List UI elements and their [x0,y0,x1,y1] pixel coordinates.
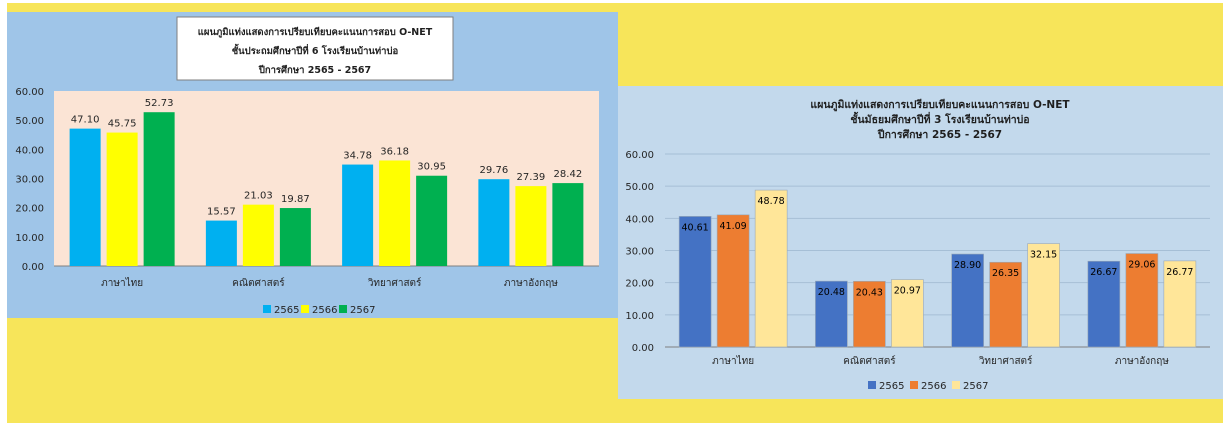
data-label: 20.48 [818,287,845,298]
data-label: 19.87 [281,194,310,205]
legend-label: 2567 [350,305,375,316]
y-tick-label: 20.00 [15,204,44,215]
y-tick-label: 20.00 [625,279,654,290]
data-label: 48.78 [758,196,785,207]
chart-grade9: แผนภูมิแท่งแสดงการเปรียบเทียบคะแนนการสอบ… [625,98,1210,392]
data-label: 26.35 [992,268,1019,279]
legend-label: 2566 [921,381,946,392]
chart-title-line: ชั้นมัธยมศึกษาปีที่ 3 โรงเรียนบ้านท่าบ่อ [850,111,1029,126]
chart-title-line: ชั้นประถมศึกษาปีที่ 6 โรงเรียนบ้านท่าบ่อ [232,43,399,57]
data-label: 21.03 [244,191,273,202]
data-label: 26.77 [1166,267,1193,278]
chart-grade6: แผนภูมิแท่งแสดงการเปรียบเทียบคะแนนการสอบ… [15,16,599,316]
data-label: 27.39 [517,172,546,183]
data-label: 20.43 [856,287,883,298]
legend-label: 2567 [963,381,988,392]
bar-2566 [379,160,411,266]
bar-2566 [515,186,547,266]
y-tick-label: 60.00 [15,87,44,98]
bar-2565 [478,179,510,266]
chart-title-line: แผนภูมิแท่งแสดงการเปรียบเทียบคะแนนการสอบ… [810,98,1070,112]
legend-swatch-2565 [263,305,271,313]
chart-title-line: ปีการศึกษา 2565 - 2567 [877,128,1003,141]
bar-2566 [106,132,138,266]
legend-label: 2565 [274,305,299,316]
y-tick-label: 30.00 [625,247,654,258]
y-tick-label: 50.00 [625,182,654,193]
data-label: 15.57 [207,207,236,218]
bar-2565 [69,128,101,266]
bar-2565 [205,220,237,266]
data-label: 29.76 [480,165,509,176]
data-label: 26.67 [1090,267,1117,278]
bar-2567 [279,208,311,266]
y-tick-label: 40.00 [15,145,44,156]
bar-2566 [242,204,274,266]
bar-2567 [1027,243,1060,348]
bar-2566 [853,280,886,348]
y-tick-label: 30.00 [15,175,44,186]
data-label: 47.10 [71,115,100,126]
bar-2566 [716,214,750,348]
legend-label: 2566 [312,305,337,316]
y-tick-label: 60.00 [625,150,654,161]
legend-label: 2565 [879,381,904,392]
y-tick-label: 10.00 [15,233,44,244]
x-tick-label: คณิตศาสตร์ [232,277,285,289]
bar-2567 [1163,260,1197,348]
bar-2565 [342,164,374,266]
bar-2565 [815,280,848,348]
bar-2567 [416,175,448,266]
legend-swatch-2565 [868,381,876,389]
legend-swatch-2567 [952,381,960,389]
data-label: 45.75 [108,119,137,130]
bar-2567 [754,189,788,348]
data-label: 20.97 [894,286,921,297]
y-tick-label: 50.00 [15,116,44,127]
data-label: 40.61 [682,222,709,233]
data-label: 28.42 [554,169,583,180]
legend-swatch-2566 [910,381,918,389]
data-label: 30.95 [417,162,446,173]
data-label: 34.78 [343,151,372,162]
x-tick-label: ภาษาไทย [101,277,143,289]
bar-2567 [552,183,584,266]
chart-panel-grade9: แผนภูมิแท่งแสดงการเปรียบเทียบคะแนนการสอบ… [618,86,1223,399]
y-tick-label: 0.00 [22,262,44,273]
chart-title-box [176,16,454,81]
chart-title-line: ปีการศึกษา 2565 - 2567 [258,64,371,76]
bar-2565 [678,216,712,348]
x-tick-label: วิทยาศาสตร์ [978,355,1033,367]
y-tick-label: 0.00 [632,343,654,354]
bar-2566 [989,261,1022,348]
x-tick-label: ภาษาอังกฤษ [504,278,558,289]
bar-2567 [143,112,175,267]
legend-swatch-2566 [301,305,309,313]
bar-2567 [891,279,924,348]
data-label: 28.90 [954,260,981,271]
bar-2565 [951,253,984,348]
x-tick-label: ภาษาอังกฤษ [1115,356,1169,367]
y-tick-label: 40.00 [625,214,654,225]
y-tick-label: 10.00 [625,311,654,322]
data-label: 32.15 [1030,250,1057,261]
bar-2566 [1125,253,1159,348]
chart-panel-grade6: แผนภูมิแท่งแสดงการเปรียบเทียบคะแนนการสอบ… [7,12,618,318]
bar-2565 [1087,260,1121,348]
x-tick-label: ภาษาไทย [712,355,754,367]
x-tick-label: วิทยาศาสตร์ [367,277,422,289]
data-label: 29.06 [1128,260,1155,271]
legend-swatch-2567 [339,305,347,313]
chart-title-line: แผนภูมิแท่งแสดงการเปรียบเทียบคะแนนการสอบ… [198,26,433,39]
data-label: 41.09 [720,221,747,232]
data-label: 52.73 [145,98,174,109]
x-tick-label: คณิตศาสตร์ [843,355,896,367]
data-label: 36.18 [380,146,409,157]
